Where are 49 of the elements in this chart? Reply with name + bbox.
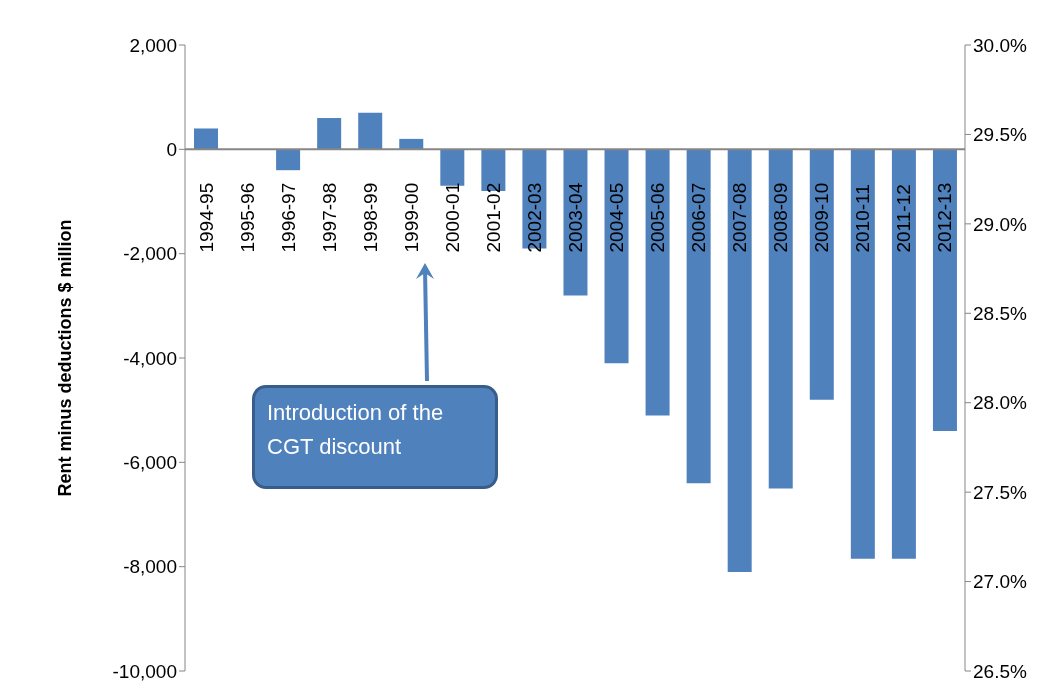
x-tick-label: 2008-09 <box>770 182 792 253</box>
x-tick-label: 2007-08 <box>729 182 751 253</box>
x-tick-label: 2010-11 <box>852 184 874 253</box>
bar <box>768 149 793 489</box>
y-tick-label: -4,000 <box>123 347 177 369</box>
y2-tick-label: 30.0% <box>973 34 1027 56</box>
x-tick-label: 2003-04 <box>565 182 586 253</box>
bar <box>358 112 383 150</box>
x-tick-label: 2006-07 <box>688 182 710 253</box>
bar <box>645 149 670 416</box>
y2-tick-label: 28.0% <box>973 392 1027 414</box>
x-tick-label: 2005-06 <box>647 182 669 253</box>
y2-tick-label: 29.5% <box>973 124 1027 146</box>
bar <box>276 149 301 171</box>
x-tick-label: 1996-97 <box>277 182 299 253</box>
bar <box>932 149 957 432</box>
y2-tick-label: 29.0% <box>973 213 1027 235</box>
y-axis-title: Rent minus deductions $ million <box>55 219 76 497</box>
x-tick-label: 2001-02 <box>482 182 504 253</box>
x-tick-label: 1998-99 <box>359 182 381 253</box>
bar <box>850 149 875 559</box>
y2-tick-label: 27.0% <box>973 571 1027 593</box>
bar <box>686 149 711 484</box>
y2-tick-label: 26.5% <box>973 660 1027 682</box>
bar <box>604 149 629 364</box>
y-tick-label: 2,000 <box>129 34 177 56</box>
bar <box>727 149 752 572</box>
x-tick-label: 2002-03 <box>523 182 545 253</box>
y2-tick-label: 27.5% <box>973 481 1027 503</box>
bar <box>317 118 342 150</box>
y-tick-label: -8,000 <box>123 556 177 578</box>
x-tick-label: 2011-12 <box>893 184 915 253</box>
x-tick-label: 2009-10 <box>811 182 833 253</box>
y-tick-label: -6,000 <box>123 452 177 474</box>
x-tick-label: 2012-13 <box>934 182 956 253</box>
x-tick-label: 1997-98 <box>318 182 340 253</box>
x-tick-label: 1995-96 <box>236 182 258 253</box>
x-tick-label: 1999-00 <box>400 182 422 253</box>
y2-tick-label: 28.5% <box>973 303 1027 325</box>
x-tick-label: 2000-01 <box>441 182 463 253</box>
x-tick-label: 2004-05 <box>606 182 628 253</box>
y-tick-label: 0 <box>166 139 177 161</box>
bar <box>809 149 834 400</box>
bar <box>891 149 916 559</box>
annotation: Introduction of the CGT discount <box>252 385 498 489</box>
y-tick-label: -10,000 <box>112 660 177 682</box>
x-tick-label: 1994-95 <box>195 182 217 253</box>
bar <box>194 128 218 150</box>
y-tick-label: -2,000 <box>123 243 177 265</box>
